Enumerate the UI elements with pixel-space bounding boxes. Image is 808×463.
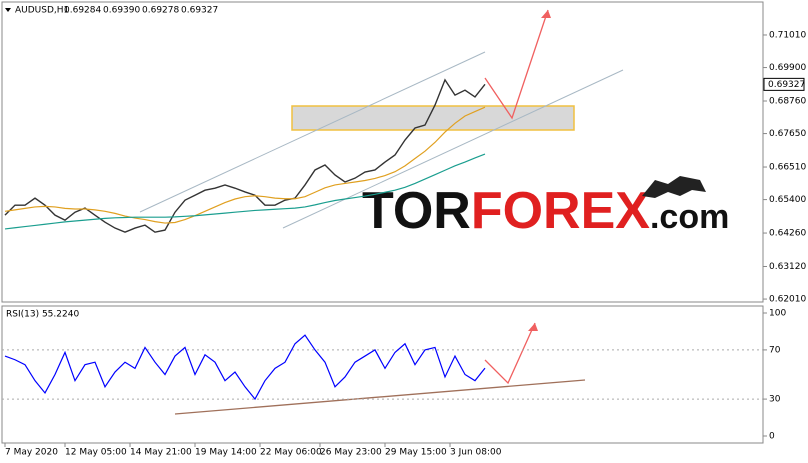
series-line (4, 153, 486, 230)
rsi-title: RSI(13) 55.2240 (6, 310, 79, 320)
series-line (4, 78, 486, 233)
x-tick-label: 19 May 14:00 (195, 448, 257, 458)
forecast-arrow (484, 322, 536, 385)
arrow-head (541, 10, 551, 18)
channel-line (282, 69, 624, 229)
x-tick-label: 22 May 06:00 (260, 448, 322, 458)
ohlc: 0.69278 (142, 6, 179, 16)
y-tick-label: 0.66510 (769, 163, 806, 173)
y-tick-label: 0.64260 (769, 229, 806, 239)
series-line (4, 334, 486, 401)
watermark-part: FOREX (471, 182, 650, 240)
x-tick-label: 14 May 21:00 (130, 448, 192, 458)
x-tick-label: 26 May 23:00 (320, 448, 382, 458)
ohlc: 0.69284 (64, 6, 101, 16)
y-tick-label: 0 (769, 431, 775, 441)
watermark-part: TOR (362, 182, 471, 240)
y-tick-label: 0.68760 (769, 97, 806, 107)
y-tick-label: 0.63120 (769, 262, 806, 272)
y-tick-label: 0.67650 (769, 129, 806, 139)
rsi-trendline (174, 379, 586, 415)
menu-arrow (5, 8, 11, 12)
rsi-panel (1, 305, 764, 444)
symbol: AUDUSD,H1 (15, 6, 69, 16)
x-tick-label: 12 May 05:00 (65, 448, 127, 458)
bull-icon (642, 176, 706, 198)
ohlc: 0.69327 (181, 6, 218, 16)
x-tick-label: 29 May 15:00 (385, 448, 447, 458)
y-tick-label: 30 (769, 395, 781, 405)
forecast-arrow (484, 9, 549, 120)
price-panel (1, 1, 764, 303)
price-tag (763, 77, 805, 91)
x-tick-label: 7 May 2020 (5, 448, 58, 458)
watermark-part: .com (650, 198, 729, 236)
channel-line (139, 51, 486, 213)
y-tick-label: 0.65400 (769, 195, 806, 205)
price-tag-label: 0.69327 (768, 80, 805, 90)
x-tick-label: 3 Jun 08:00 (450, 448, 502, 458)
y-tick-label: 100 (769, 309, 786, 319)
y-tick-label: 0.62010 (769, 295, 806, 305)
arrow-head (528, 323, 538, 331)
y-tick-label: 0.71010 (769, 30, 806, 40)
series-line (4, 106, 486, 224)
y-tick-label: 0.69900 (769, 63, 806, 73)
y-tick-label: 70 (769, 345, 781, 355)
ohlc: 0.69390 (103, 6, 140, 16)
watermark: TORFOREX.com (362, 182, 729, 240)
